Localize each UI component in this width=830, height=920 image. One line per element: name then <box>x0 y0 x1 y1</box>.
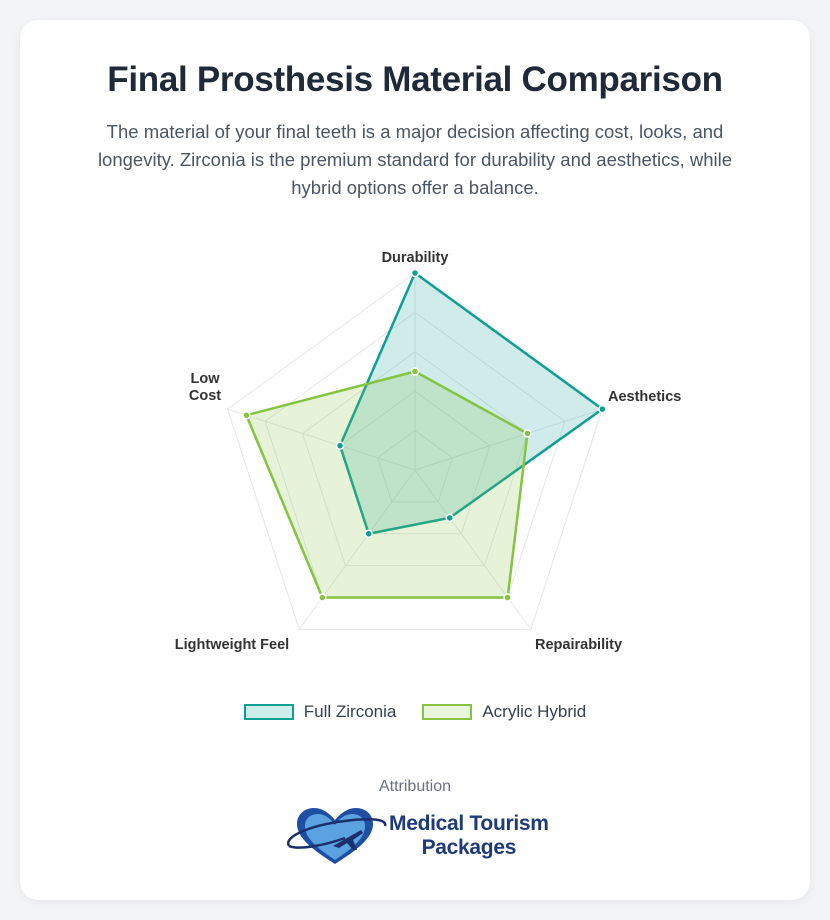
data-point[interactable] <box>318 593 327 602</box>
heart-plane-icon <box>287 808 387 864</box>
chart-legend: Full Zirconia Acrylic Hybrid <box>0 702 830 722</box>
page-subtitle: The material of your final teeth is a ma… <box>97 121 733 198</box>
page-title: Final Prosthesis Material Comparison <box>107 60 723 99</box>
axis-label: Lightweight Feel <box>175 637 289 653</box>
legend-item-acrylic-hybrid[interactable]: Acrylic Hybrid <box>422 702 586 722</box>
grid-ring <box>339 390 491 535</box>
attribution-label: Attribution <box>378 778 452 795</box>
legend-swatch-zirconia <box>243 704 294 720</box>
grid-spoke <box>414 408 603 471</box>
legend-label: Acrylic Hybrid <box>482 702 587 721</box>
legend-item-full-zirconia[interactable]: Full Zirconia <box>243 702 397 722</box>
data-point[interactable] <box>410 268 420 278</box>
data-point[interactable] <box>335 441 345 450</box>
logo-line1: Medical Tourism <box>389 812 549 835</box>
series-area <box>245 370 529 599</box>
medical-tourism-packages-logo[interactable]: Medical Tourism Packages <box>283 806 553 866</box>
grid-spoke <box>298 469 416 630</box>
axis-label: Aesthetics <box>608 389 681 405</box>
data-point[interactable] <box>242 410 251 420</box>
legend-label: Full Zirconia <box>303 702 397 721</box>
grid-ring <box>376 429 454 503</box>
data-point[interactable] <box>364 529 373 539</box>
data-point[interactable] <box>503 593 512 602</box>
data-point[interactable] <box>445 513 454 523</box>
axis-label: Low Cost <box>189 371 221 404</box>
grid-spoke <box>227 408 416 471</box>
axis-label: Durability <box>382 250 449 266</box>
data-point[interactable] <box>523 429 532 438</box>
axis-label: Repairability <box>535 637 622 653</box>
radar-chart: Durability Aesthetics Repairability Lightwe… <box>175 250 682 653</box>
grid-spoke <box>414 469 532 630</box>
grid-ring <box>301 351 529 567</box>
data-point[interactable] <box>410 367 420 376</box>
data-point[interactable] <box>598 404 607 414</box>
legend-swatch-hybrid <box>422 704 473 720</box>
logo-line2: Packages <box>421 836 517 859</box>
logo-text: Medical Tourism Packages <box>389 812 549 860</box>
